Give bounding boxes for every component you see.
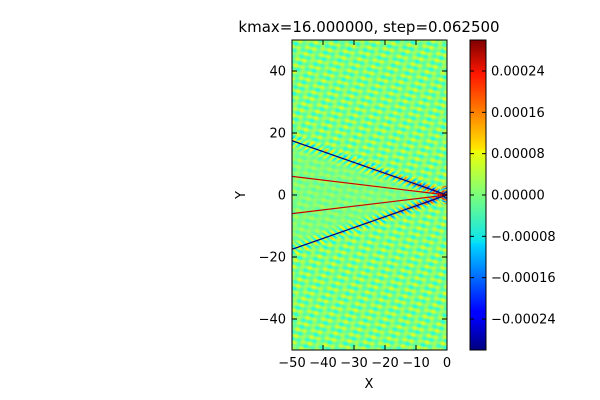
x-tick-label: −50 — [278, 356, 305, 371]
x-tick-label: 0 — [443, 356, 451, 371]
y-axis-label: Y — [234, 191, 249, 200]
overlay-line — [292, 140, 447, 196]
colorbar-tick-label: 0.00000 — [491, 189, 545, 204]
x-tick-label: −10 — [402, 356, 429, 371]
y-tick-label: 20 — [269, 127, 286, 142]
colorbar-tick-label: 0.00024 — [491, 65, 545, 80]
colorbar-tick-label: 0.00016 — [491, 106, 545, 121]
heatmap-image — [292, 40, 447, 350]
x-tick-label: −20 — [371, 356, 398, 371]
y-tick-label: −40 — [259, 313, 286, 328]
y-tick-label: 40 — [269, 65, 286, 80]
y-tick-label: 0 — [278, 189, 286, 204]
heatmap-area — [291, 39, 448, 351]
colorbar-tick-label: −0.00016 — [491, 271, 556, 286]
chart-title: kmax=16.000000, step=0.062500 — [238, 18, 499, 36]
x-tick-label: −40 — [309, 356, 336, 371]
colorbar-tick-label: −0.00008 — [491, 230, 556, 245]
x-tick-label: −30 — [340, 356, 367, 371]
overlay-line — [292, 194, 447, 215]
overlay-line — [292, 175, 447, 196]
colorbar-tick-label: 0.00008 — [491, 147, 545, 162]
x-axis-label: X — [365, 377, 374, 392]
overlay-line — [292, 194, 447, 250]
y-tick-label: −20 — [259, 251, 286, 266]
colorbar-tick-label: −0.00024 — [491, 313, 556, 328]
colorbar: −0.00024 −0.00016 −0.00008 0.00000 0.00008 0.… — [469, 39, 556, 351]
